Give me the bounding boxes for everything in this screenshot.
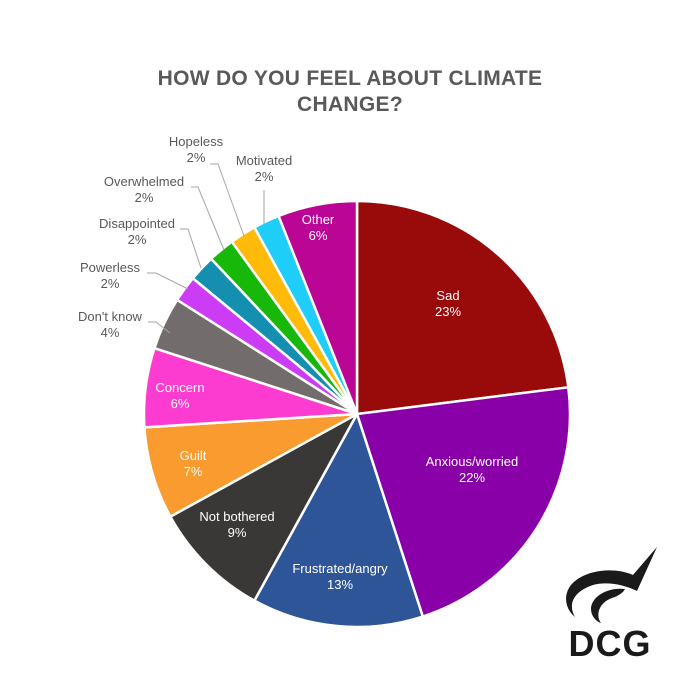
slice-label-sad: Sad 23%: [435, 288, 461, 319]
pie-slice-sad: [355, 199, 570, 416]
chart-title-line-1: HOW DO YOU FEEL ABOUT CLIMATE: [157, 67, 543, 90]
chart-title-line-2: CHANGE?: [297, 93, 403, 116]
slice-label-other: Other 6%: [302, 212, 335, 243]
leader-line-powerless: [147, 272, 189, 290]
slice-label-guilt: Guilt 7%: [180, 448, 207, 479]
pie-slices: [142, 199, 572, 629]
swoosh-logo-icon: [566, 547, 657, 623]
slice-label-disappointed: Disappointed 2%: [99, 216, 175, 247]
pie-slice-anxious-worried: [355, 386, 572, 618]
slice-label-don-t-know: Don't know 4%: [78, 309, 143, 340]
slice-label-hopeless: Hopeless 2%: [169, 134, 224, 165]
pie-slice-frustrated-angry: [253, 412, 425, 629]
dcg-logo: DCG: [555, 545, 665, 665]
chart-title: HOW DO YOU FEEL ABOUT CLIMATE CHANGE?: [0, 66, 700, 118]
slice-label-motivated: Motivated 2%: [236, 153, 292, 184]
pie-slice-not-bothered: [169, 412, 359, 602]
slice-label-overwhelmed: Overwhelmed 2%: [104, 174, 184, 205]
slice-label-powerless: Powerless 2%: [80, 260, 140, 291]
leader-line-hopeless: [210, 163, 245, 237]
slice-labels: Sad 23% Anxious/worried 22% Frustrated/angry…: [78, 134, 518, 592]
pie-slice-other: [277, 199, 359, 416]
leader-lines: [147, 163, 265, 334]
logo-text: DCG: [568, 623, 652, 664]
slice-label-frustrated-angry: Frustrated/angry 13%: [292, 561, 388, 592]
leader-line-disappointed: [180, 228, 202, 269]
slice-label-concern: Concern 6%: [155, 380, 204, 411]
slice-label-anxious-worried: Anxious/worried 22%: [426, 454, 519, 485]
slice-label-not-bothered: Not bothered 9%: [199, 509, 274, 540]
leader-line-overwhelmed: [191, 186, 225, 251]
leader-line-don-t-know: [148, 321, 171, 334]
